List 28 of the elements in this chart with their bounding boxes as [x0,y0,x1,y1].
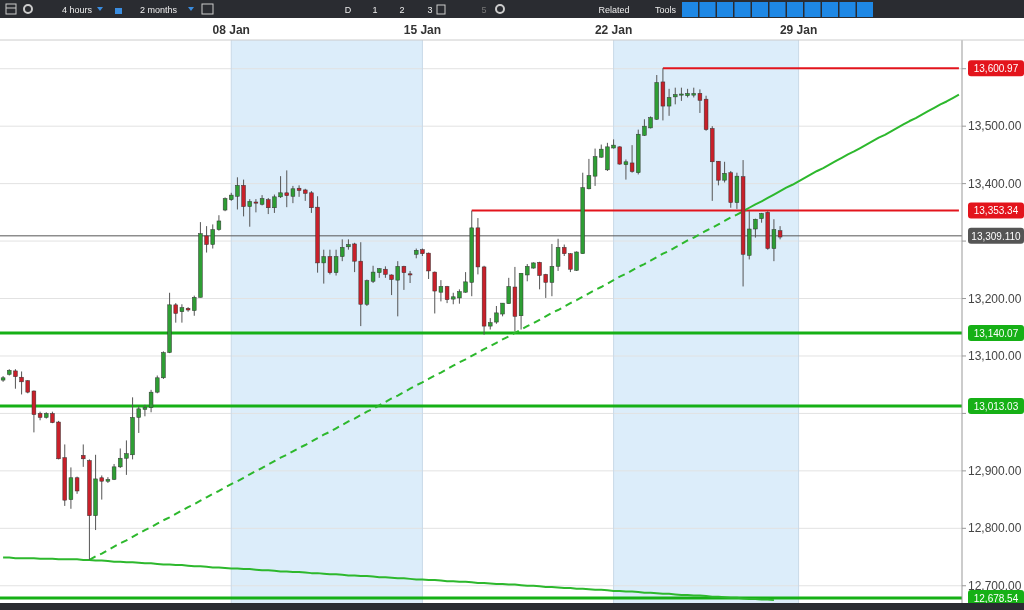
text: 2 [399,5,405,15]
ref-line-label: 13,013.03 [973,400,1019,412]
text: 4 hours [62,5,93,15]
y-tick-label: 13,200.00 [968,291,1022,306]
text: 2 months [140,5,178,15]
text: 13,600.97 [973,63,1019,75]
text: 5 [481,5,487,15]
text: D [344,5,352,15]
x-tick-label: 22 Jan [594,23,633,37]
x-tick-label: 15 Jan [403,23,442,37]
ref-line-label: 12,678.54 [973,593,1019,605]
x-tick-label: 08 Jan [212,23,250,37]
ref-line-label: 13,309.110 [971,230,1022,242]
text: 1 [372,5,378,15]
x-tick-label: 29 Jan [779,23,818,37]
text: 3 [427,5,433,15]
y-tick-label: 12,900.00 [968,463,1022,478]
y-tick-label: 13,500.00 [968,119,1022,134]
candlestick [81,443,86,468]
y-tick-label: 13,100.00 [968,348,1022,363]
y-tick-label: 12,700.00 [968,578,1022,593]
y-tick-label: 13,400.00 [968,176,1022,191]
text: Tools [655,5,677,15]
candlestick [407,270,413,284]
text: Related [598,5,630,15]
y-tick-label: 12,800.00 [968,521,1022,536]
text: 13,353.34 [973,205,1019,217]
ref-line-label: 13,140.07 [973,327,1019,339]
